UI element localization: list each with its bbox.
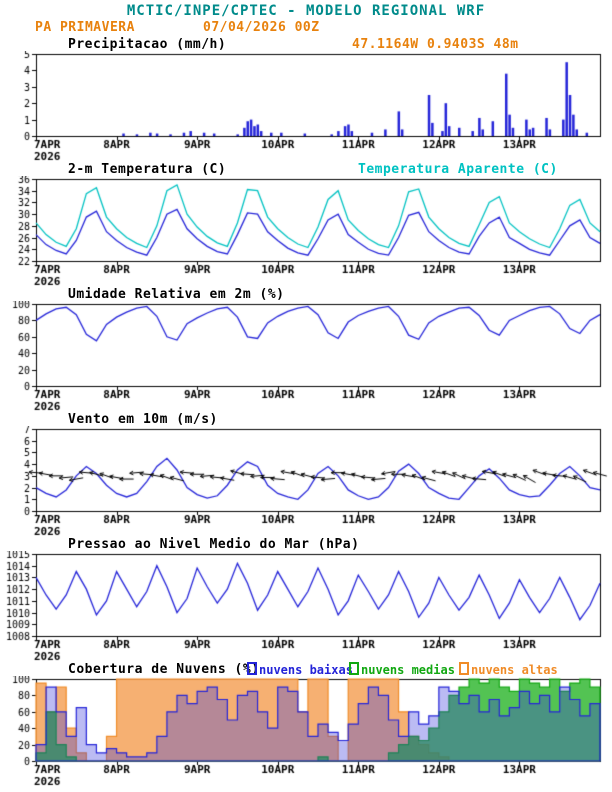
panel-pressure: Pressao ao Nivel Medio do Mar (hPa) (0, 537, 612, 662)
panel-wind: Vento em 10m (m/s) (0, 412, 612, 537)
apparent-temp-label: Temperatura Aparente (C) (358, 162, 558, 177)
clouds-title-row: Cobertura de Nuvens (%) nuvens baixas nu… (0, 662, 612, 677)
precip-title-row: Precipitacao (mm/h) 47.1164W 0.9403S 48m (0, 37, 612, 52)
wind-title: Vento em 10m (m/s) (68, 412, 218, 427)
temp-title-row: 2-m Temperatura (C) Temperatura Aparente… (0, 162, 612, 177)
legend-low-clouds: nuvens baixas (247, 662, 353, 677)
legend-low-clouds-label: nuvens baixas (259, 663, 353, 677)
panel-temperature: 2-m Temperatura (C) Temperatura Aparente… (0, 162, 612, 287)
legend-high-clouds: nuvens altas (459, 662, 558, 677)
pressure-title: Pressao ao Nivel Medio do Mar (hPa) (68, 537, 360, 552)
low-clouds-swatch-icon (247, 662, 257, 675)
mid-clouds-swatch-icon (349, 662, 359, 675)
wind-chart-canvas (0, 426, 612, 537)
pressure-chart-canvas (0, 551, 612, 662)
temp-title: 2-m Temperatura (C) (68, 162, 227, 177)
high-clouds-swatch-icon (459, 662, 469, 675)
precip-chart-canvas (0, 51, 612, 162)
header-subline: PA PRIMAVERA 07/04/2026 00Z (0, 20, 612, 37)
temp-chart-canvas (0, 176, 612, 287)
humidity-chart-canvas (0, 301, 612, 412)
clouds-title: Cobertura de Nuvens (%) (68, 662, 260, 677)
wind-title-row: Vento em 10m (m/s) (0, 412, 612, 427)
legend-high-clouds-label: nuvens altas (471, 663, 558, 677)
run-datetime: 07/04/2026 00Z (203, 20, 320, 35)
clouds-chart-canvas (0, 676, 612, 787)
humidity-title: Umidade Relativa em 2m (%) (68, 287, 285, 302)
page-title: MCTIC/INPE/CPTEC - MODELO REGIONAL WRF (126, 3, 486, 19)
panel-humidity: Umidade Relativa em 2m (%) (0, 287, 612, 412)
location-label: 47.1164W 0.9403S 48m (352, 37, 519, 52)
station-name: PA PRIMAVERA (35, 20, 135, 35)
precip-title: Precipitacao (mm/h) (68, 37, 227, 52)
panel-clouds: Cobertura de Nuvens (%) nuvens baixas nu… (0, 662, 612, 787)
pressure-title-row: Pressao ao Nivel Medio do Mar (hPa) (0, 537, 612, 552)
legend-mid-clouds: nuvens medias (349, 662, 455, 677)
humidity-title-row: Umidade Relativa em 2m (%) (0, 287, 612, 302)
legend-mid-clouds-label: nuvens medias (361, 663, 455, 677)
panel-precipitation: Precipitacao (mm/h) 47.1164W 0.9403S 48m (0, 37, 612, 162)
